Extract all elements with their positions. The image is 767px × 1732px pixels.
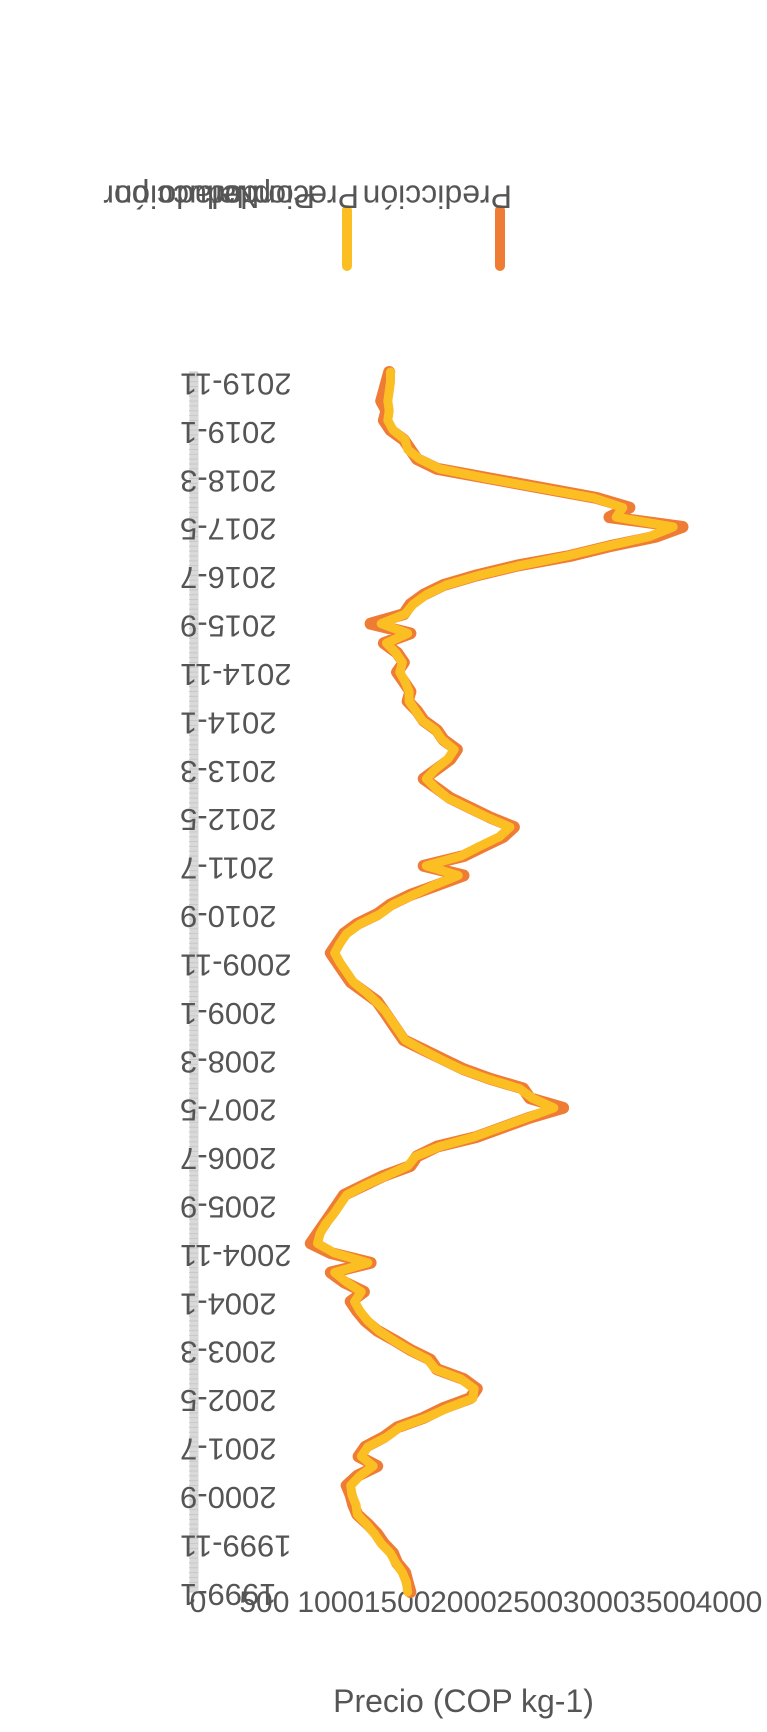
x-tick-label: 2014-1 [180, 705, 277, 740]
y-tick-label: 2000 [430, 1586, 497, 1619]
y-tick-label: 0 [190, 1586, 207, 1619]
plot-area [198, 372, 729, 1592]
y-tick-label: 500 [239, 1586, 289, 1619]
y-axis: 0 500 1000 1500 2000 2500 3000 3500 4000 [190, 1586, 763, 1619]
legend-label-line: Ponderado por [103, 179, 315, 215]
legend-label-line: producción [114, 179, 271, 215]
x-tick-label: 2018-3 [180, 463, 277, 498]
x-tick-label: 2010-9 [180, 899, 277, 934]
plot-frame [198, 372, 729, 1592]
y-tick-label: 1500 [364, 1586, 431, 1619]
x-tick-label: 2011-7 [180, 851, 274, 886]
y-tick-label: 2500 [497, 1586, 564, 1619]
y-tick-label: 3000 [563, 1586, 630, 1619]
legend-label-line: Predicción [363, 179, 512, 215]
legend-label: Predicción [363, 179, 512, 215]
x-tick-label: 2003-3 [180, 1335, 277, 1370]
x-tick-label: 2013-3 [180, 754, 277, 789]
x-tick-label: 2002-5 [180, 1383, 277, 1418]
series-lines [304, 366, 689, 1598]
x-tick-label: 2017-5 [180, 512, 277, 547]
x-tick-label: 2006-7 [180, 1141, 277, 1176]
y-axis-label: Precio (COP kg-1) [333, 1683, 594, 1719]
legend-label-line: Precio Nal. [203, 179, 360, 215]
x-tick-label: 2012-5 [180, 802, 277, 837]
x-axis: 1999-1 1999-11 2000-9 2001-7 2002-5 2003-3 200… [180, 366, 291, 1611]
y-tick-label: 3500 [629, 1586, 696, 1619]
x-tick-label: 2009-11 [180, 947, 291, 982]
x-tick-label: 2014-11 [180, 657, 291, 692]
y-tick-label: 1000 [297, 1586, 364, 1619]
x-tick-label: 1999-11 [180, 1528, 291, 1563]
x-tick-label: 2019-11 [180, 366, 291, 401]
series-line-precio-nal [313, 367, 678, 1597]
x-tick-label: 2008-3 [180, 1044, 277, 1079]
x-tick-label: 2000-9 [180, 1480, 277, 1515]
x-tick-label: 1999-1 [180, 1577, 277, 1612]
x-tick-label: 2019-1 [180, 415, 277, 450]
x-tick-label: 2016-7 [180, 560, 277, 595]
x-tick-label: 2004-11 [180, 1238, 291, 1273]
y-tick-label: 4000 [696, 1586, 763, 1619]
x-tick-label: 2007-5 [180, 1093, 277, 1128]
x-tick-label: 2009-1 [180, 996, 277, 1031]
x-tick-label: 2015-9 [180, 609, 277, 644]
x-tick-label: 2004-1 [180, 1286, 277, 1321]
x-tick-label: 2001-7 [180, 1432, 277, 1467]
x-tick-label: 2005-9 [180, 1190, 277, 1225]
